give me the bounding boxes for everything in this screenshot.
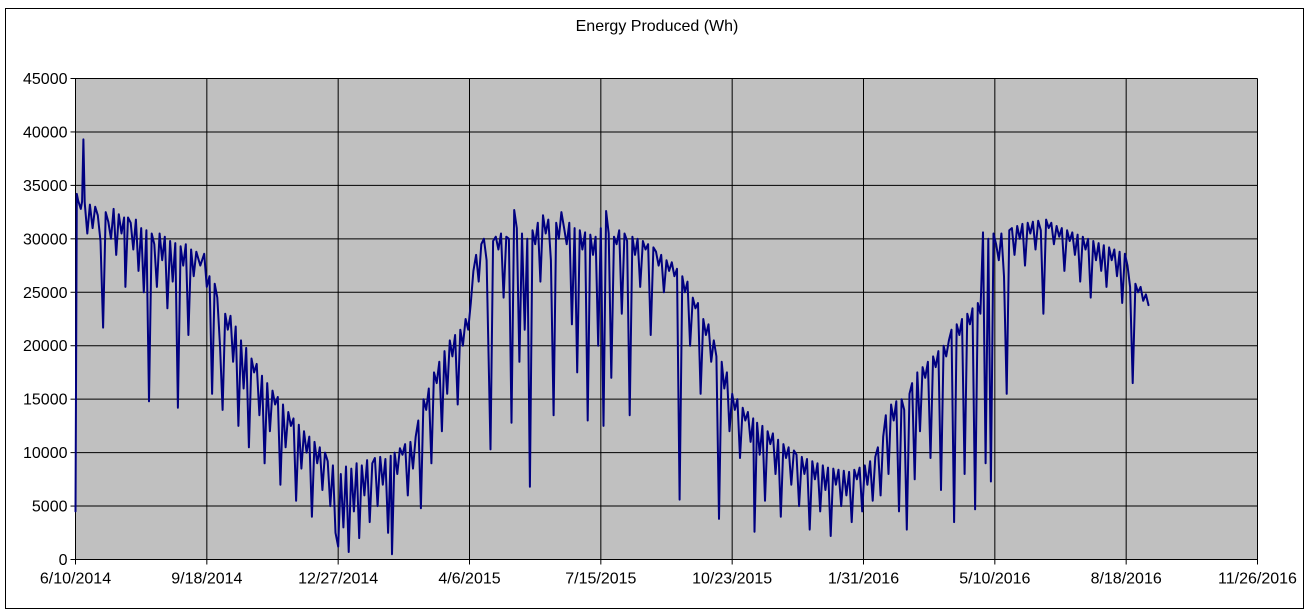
y-axis-tick-label: 5000 <box>32 499 68 516</box>
x-axis-tick-label: 10/23/2015 <box>692 571 772 588</box>
x-axis-tick-label: 8/18/2016 <box>1091 571 1162 588</box>
y-axis-tick-label: 15000 <box>23 392 68 409</box>
x-axis-tick-label: 5/10/2016 <box>959 571 1030 588</box>
plot-area-background <box>75 78 1258 560</box>
y-axis-tick-label: 20000 <box>23 338 68 355</box>
x-axis-tick-label: 12/27/2014 <box>298 571 378 588</box>
energy-produced-series-line <box>74 138 1150 556</box>
y-axis-tick-label: 25000 <box>23 285 68 302</box>
chart-title: Energy Produced (Wh) <box>575 18 739 35</box>
y-axis-tick-label: 0 <box>59 552 68 569</box>
x-axis-tick-label: 9/18/2014 <box>171 571 242 588</box>
x-axis-tick-label: 6/10/2014 <box>40 571 111 588</box>
x-axis-tick-label: 7/15/2015 <box>565 571 636 588</box>
y-axis-tick-label: 35000 <box>23 178 68 195</box>
y-axis-tick-label: 45000 <box>23 71 68 88</box>
x-axis-tick-label: 4/6/2015 <box>438 571 500 588</box>
y-axis-tick-label: 30000 <box>23 231 68 248</box>
x-axis-tick-label: 1/31/2016 <box>828 571 899 588</box>
x-axis-tick-label: 11/26/2016 <box>1218 571 1297 588</box>
y-axis-tick-label: 40000 <box>23 124 68 141</box>
y-axis-tick-label: 10000 <box>23 445 68 462</box>
